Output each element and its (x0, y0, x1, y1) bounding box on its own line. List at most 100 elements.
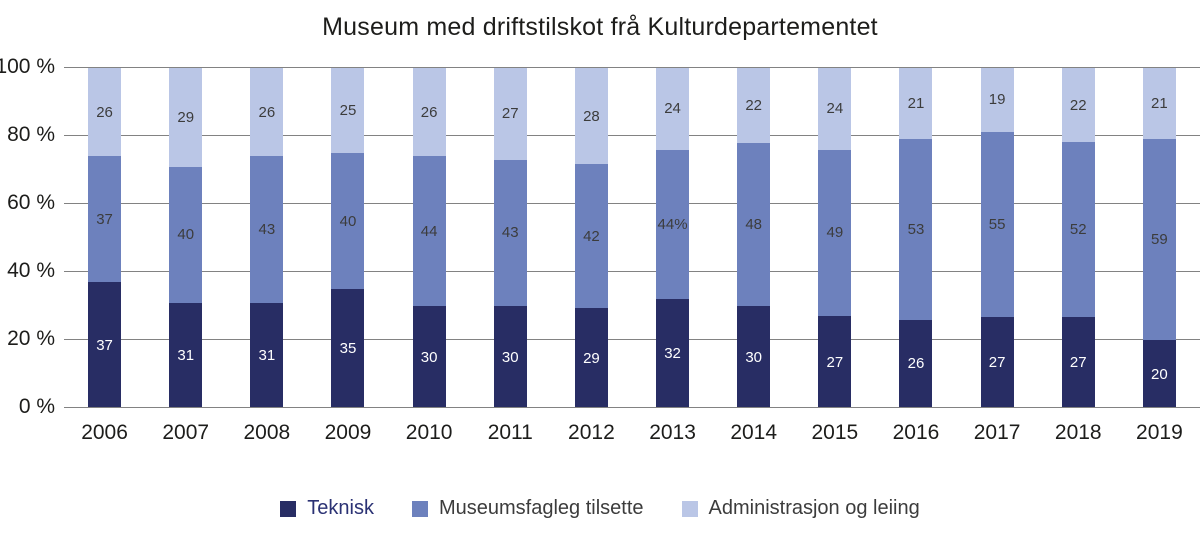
bar-slot: 27 52 22 (1038, 68, 1119, 408)
bar-2018: 27 52 22 (1061, 68, 1095, 408)
bar-segment-label: 26 (258, 103, 276, 121)
bar-segment-label: 30 (745, 348, 763, 366)
x-axis-label-2019: 2019 (1136, 421, 1183, 444)
bar-segment: 26 (899, 319, 933, 408)
bar-segment-label: 22 (1069, 96, 1087, 114)
bar-slot: 27 49 24 (794, 68, 875, 408)
bar-2017: 27 55 19 (980, 68, 1014, 408)
bar-segment-label: 26 (907, 355, 925, 373)
bar-2007: 31 40 29 (169, 68, 203, 408)
gridline-20 (64, 339, 1200, 340)
bar-slot: 20 59 21 (1119, 68, 1200, 408)
legend-swatch (280, 500, 297, 517)
legend-label: Administrasjon og leiing (708, 497, 920, 519)
bar-segment: 30 (737, 306, 771, 408)
x-axis: 2006 2007 2008 2009 2010 2011 2012 2013 2014 2015… (64, 421, 1200, 445)
bar-2010: 30 44 26 (412, 68, 446, 408)
gridline-0 (64, 407, 1200, 408)
bar-segment: 19 (980, 68, 1014, 132)
x-axis-label-2010: 2010 (405, 421, 453, 444)
bar-slot: 32 44% 24 (632, 68, 713, 408)
x-axis-label-2015: 2015 (811, 421, 859, 444)
y-axis-tick-label: 40 % (7, 259, 55, 282)
bar-segment-label: 49 (826, 224, 844, 242)
bar-2013: 32 44% 24 (656, 68, 690, 408)
legend-label: Teknisk (307, 497, 374, 519)
bar-segment-label: 29 (177, 108, 195, 126)
bar-segment: 20 (1142, 340, 1176, 408)
x-axis-label-2014: 2014 (730, 421, 778, 444)
bar-2006: 37 37 26 (88, 68, 122, 408)
bar-segment: 53 (899, 139, 933, 320)
bar-segment-label: 31 (177, 346, 195, 364)
bar-segment-label: 44% (657, 215, 688, 233)
bar-segment-label: 43 (258, 221, 276, 239)
bar-segment-label: 24 (826, 100, 844, 118)
bar-segment: 31 (169, 302, 203, 408)
y-axis-tick-label: 0 % (18, 395, 55, 418)
bar-segment-label: 26 (96, 103, 113, 121)
bar-segment: 26 (88, 68, 122, 157)
bar-segment: 22 (1061, 68, 1095, 143)
bar-2015: 27 49 24 (818, 68, 852, 408)
bar-segment: 43 (493, 159, 527, 306)
bar-segment: 24 (656, 68, 690, 150)
bar-2011: 30 43 27 (493, 68, 527, 408)
legend-item-1: Museumsfagleg tilsette (411, 497, 644, 520)
bar-segment-label: 27 (501, 105, 519, 123)
x-axis-label-2007: 2007 (162, 421, 210, 444)
x-axis-label-2018: 2018 (1054, 421, 1102, 444)
bar-slot: 31 43 26 (226, 68, 307, 408)
x-axis-label-2013: 2013 (649, 421, 696, 444)
bar-slot: 26 53 21 (875, 68, 956, 408)
bar-segment: 44 (412, 156, 446, 306)
bar-slot: 31 40 29 (145, 68, 226, 408)
plot-area: 37 37 26 31 40 29 31 43 26 35 40 25 30 44 26 30 43 27 29 42… (64, 67, 1200, 408)
bar-segment-label: 30 (420, 348, 438, 366)
bar-segment: 21 (899, 68, 933, 140)
bar-2016: 26 53 21 (899, 68, 933, 408)
bar-slot: 30 44 26 (389, 68, 470, 408)
gridline-40 (64, 271, 1200, 272)
bar-slot: 27 55 19 (957, 68, 1038, 408)
bar-segment-label: 59 (1151, 231, 1168, 249)
bar-segment-label: 55 (988, 216, 1006, 234)
bar-segment: 40 (331, 153, 365, 289)
chart-title: Museum med driftstilskot frå Kulturdepar… (322, 13, 878, 41)
bar-segment: 31 (250, 302, 284, 408)
bar-segment: 59 (1142, 139, 1176, 340)
bar-2019: 20 59 21 (1142, 68, 1176, 408)
bar-segment: 35 (331, 289, 365, 408)
bar-segment: 29 (169, 68, 203, 167)
bar-segment: 30 (493, 306, 527, 408)
y-axis: 0 % 20 % 40 % 60 % 80 % 100 % (0, 56, 55, 418)
gridline-100 (64, 67, 1200, 68)
legend-swatch (411, 500, 428, 517)
bar-segment: 48 (737, 142, 771, 306)
bar-slot: 30 48 22 (713, 68, 794, 408)
bar-segment-label: 32 (664, 345, 681, 363)
bar-segment: 24 (818, 68, 852, 150)
bar-segment: 44% (656, 149, 690, 300)
y-axis-tick-label: 20 % (7, 327, 55, 350)
bar-segment: 28 (574, 68, 608, 165)
bar-segment-label: 27 (826, 353, 844, 371)
bar-segment-label: 44 (420, 222, 438, 240)
bar-segment: 27 (493, 68, 527, 160)
bar-segment: 49 (818, 149, 852, 317)
bar-2012: 29 42 28 (574, 68, 608, 408)
bar-segment: 27 (980, 317, 1014, 408)
bar-segment-label: 21 (1151, 95, 1168, 113)
bar-segment-label: 20 (1151, 365, 1168, 383)
bar-segment-label: 25 (339, 102, 357, 119)
bar-segment: 27 (1061, 317, 1095, 408)
bar-segment-label: 27 (1069, 354, 1087, 372)
bar-segment-label: 52 (1069, 221, 1087, 239)
bar-2014: 30 48 22 (737, 68, 771, 408)
bar-segment: 30 (412, 306, 446, 408)
bar-segment-label: 53 (907, 221, 925, 239)
bar-segment-label: 30 (501, 348, 519, 366)
bar-segment-label: 40 (177, 226, 195, 244)
legend-swatch (681, 500, 698, 517)
